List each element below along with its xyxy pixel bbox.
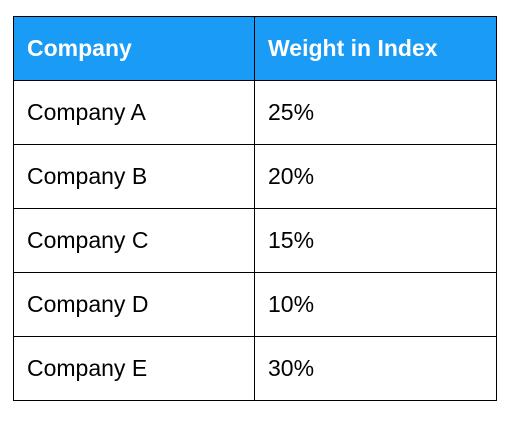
company-cell: Company A (13, 80, 255, 145)
weight-cell: 30% (254, 336, 497, 401)
index-weights-table: Company Weight in Index Company A 25% Co… (13, 16, 497, 401)
weight-cell: 20% (254, 144, 497, 209)
column-header-weight: Weight in Index (254, 16, 497, 81)
weight-cell: 25% (254, 80, 497, 145)
company-cell: Company C (13, 208, 255, 273)
column-header-company: Company (13, 16, 255, 81)
weight-cell: 10% (254, 272, 497, 337)
table-row: Company C 15% (13, 208, 497, 273)
table-row: Company E 30% (13, 336, 497, 401)
header-row: Company Weight in Index (13, 16, 497, 81)
table-row: Company B 20% (13, 144, 497, 209)
index-weights-table-container: Company Weight in Index Company A 25% Co… (13, 16, 497, 401)
weight-cell: 15% (254, 208, 497, 273)
table-row: Company D 10% (13, 272, 497, 337)
company-cell: Company B (13, 144, 255, 209)
table-row: Company A 25% (13, 80, 497, 145)
company-cell: Company D (13, 272, 255, 337)
company-cell: Company E (13, 336, 255, 401)
